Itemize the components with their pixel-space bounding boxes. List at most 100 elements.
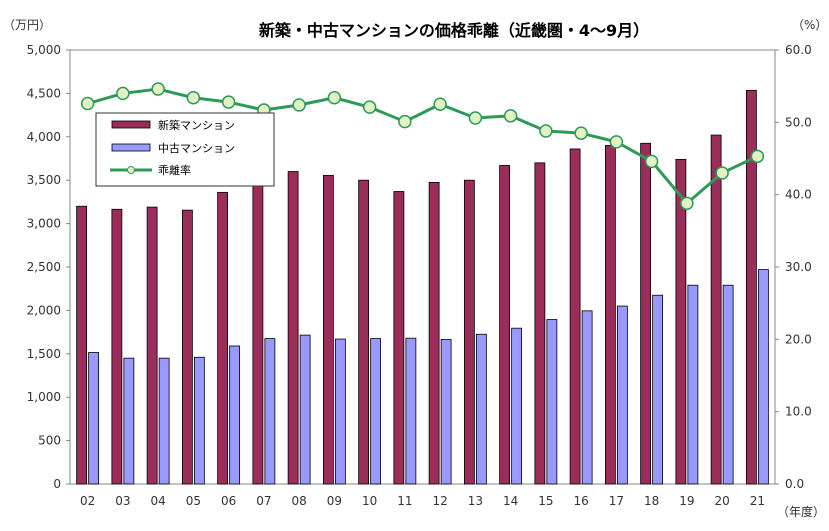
right-tick-label: 20.0 (785, 332, 812, 346)
x-tick-label: 18 (644, 494, 659, 508)
bar-new (358, 179, 370, 485)
ratio-marker (468, 111, 483, 125)
ratio-marker (151, 82, 165, 96)
left-tick-label: 3,500 (27, 173, 61, 187)
legend-swatch-marker (127, 166, 135, 174)
bar-new (534, 162, 546, 485)
left-tick-label: 4,500 (27, 86, 61, 100)
bar-used (264, 338, 276, 485)
left-tick-label: 500 (38, 434, 61, 448)
x-tick-label: 21 (750, 494, 765, 508)
bar-used (546, 319, 558, 485)
bar-used (299, 334, 311, 485)
ratio-marker (327, 90, 342, 105)
legend-label-ratio: 乖離率 (158, 163, 191, 177)
line-series (80, 82, 765, 211)
x-tick-label: 13 (468, 494, 483, 508)
bar-used (722, 284, 734, 485)
legend-label-new: 新築マンション (158, 118, 235, 132)
legend: 新築マンション 中古マンション 乖離率 (95, 112, 275, 187)
ratio-marker (574, 126, 588, 140)
bar-new (463, 179, 475, 485)
bar-new (675, 158, 687, 485)
left-tick-label: 5,000 (27, 43, 61, 57)
legend-swatch-new (111, 120, 151, 129)
ratio-marker (292, 98, 306, 112)
left-tick-label: 1,000 (27, 390, 61, 404)
x-tick-label: 12 (432, 494, 447, 508)
bar-new (604, 145, 616, 485)
ratio-marker (539, 124, 553, 138)
bar-new (322, 175, 334, 485)
x-tick-label: 15 (538, 494, 553, 508)
bar-new (640, 142, 652, 485)
ratio-marker (503, 109, 518, 123)
legend-swatch-used (111, 143, 151, 152)
ratio-marker (221, 95, 236, 109)
left-tick-label: 4,000 (27, 130, 61, 144)
x-tick-label: 03 (115, 494, 130, 508)
x-tick-label: 05 (186, 494, 201, 508)
x-tick-label: 16 (573, 494, 588, 508)
left-axis: 0 500 1,000 1,500 2,000 2,500 3,000 3,500 4,000 4… (27, 43, 70, 491)
bar-used (229, 345, 241, 485)
bar-new (217, 191, 229, 485)
bar-used (581, 310, 593, 485)
x-tick-label: 19 (679, 494, 694, 508)
right-tick-label: 60.0 (785, 43, 812, 57)
x-tick-label: 20 (714, 494, 729, 508)
bar-used (475, 333, 487, 485)
bar-used (511, 327, 523, 485)
bar-used (193, 356, 205, 485)
right-tick-label: 50.0 (785, 115, 812, 129)
bar-new (499, 165, 511, 485)
x-tick-label: 07 (256, 494, 271, 508)
bar-new (428, 181, 440, 485)
x-tick-label: 04 (150, 494, 165, 508)
ratio-marker (644, 154, 659, 169)
bar-new (76, 205, 88, 485)
right-axis-unit: （%） (792, 18, 827, 32)
bar-used (158, 357, 170, 485)
bar-used (334, 338, 346, 485)
bar-used (687, 284, 699, 485)
left-tick-label: 2,000 (27, 303, 61, 317)
x-tick-label: 10 (362, 494, 377, 508)
left-tick-label: 2,500 (27, 260, 61, 274)
ratio-marker (750, 149, 765, 164)
ratio-marker (362, 100, 377, 114)
x-tick-label: 11 (397, 494, 412, 508)
x-axis: 02 03 04 05 06 07 08 09 10 11 12 13 14 15 16 17 18 19 20 21 (80, 494, 765, 508)
bar-used (616, 305, 628, 485)
bar-series (76, 89, 769, 485)
right-tick-label: 30.0 (785, 260, 812, 274)
ratio-marker (715, 166, 729, 180)
bar-used (88, 352, 100, 485)
x-tick-label: 06 (221, 494, 236, 508)
bar-used (440, 339, 452, 485)
ratio-marker (609, 135, 624, 149)
ratio-marker (433, 97, 447, 111)
bar-new (745, 89, 757, 485)
x-tick-label: 09 (327, 494, 342, 508)
bar-used (652, 294, 664, 485)
bar-new (569, 148, 581, 485)
ratio-marker (398, 114, 412, 129)
bar-new (111, 208, 123, 485)
x-tick-label: 08 (291, 494, 306, 508)
x-tick-label: 02 (80, 494, 95, 508)
left-axis-unit: （万円） (3, 18, 51, 32)
bar-used (757, 269, 769, 485)
bar-new (181, 209, 193, 485)
ratio-marker (116, 86, 130, 101)
left-tick-label: 1,500 (27, 347, 61, 361)
right-axis: 0.0 10.0 20.0 30.0 40.0 50.0 60.0 (775, 43, 812, 491)
bar-new (393, 191, 405, 485)
x-axis-unit: （年度） (777, 504, 825, 519)
bar-used (370, 338, 382, 485)
ratio-marker (80, 96, 95, 111)
left-tick-label: 0 (53, 477, 61, 491)
bar-used (123, 357, 135, 485)
legend-label-used: 中古マンション (158, 142, 235, 155)
